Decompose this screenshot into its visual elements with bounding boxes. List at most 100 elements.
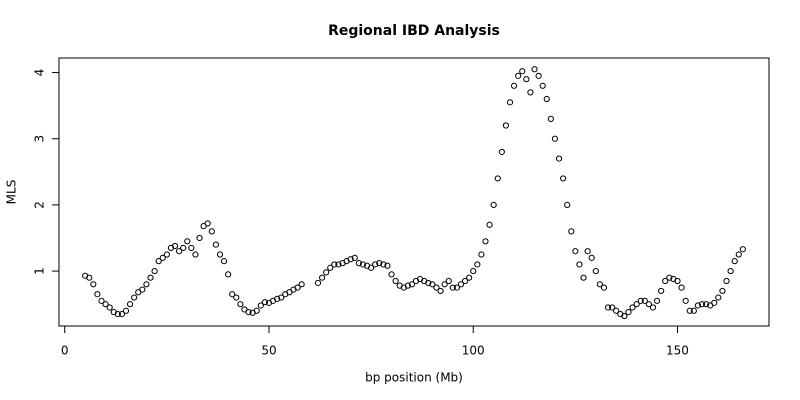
data-point [498, 148, 505, 156]
data-point [531, 66, 538, 73]
data-point [294, 284, 301, 291]
data-point [314, 279, 322, 287]
data-point [106, 304, 113, 311]
data-point [233, 294, 240, 301]
data-point [131, 294, 138, 301]
data-point [580, 274, 587, 281]
data-point [486, 221, 493, 228]
data-point [727, 267, 734, 275]
data-point [318, 274, 326, 281]
data-point [698, 301, 706, 308]
data-point [351, 254, 358, 261]
data-point [621, 312, 628, 320]
data-point [335, 261, 342, 268]
data-point [90, 281, 97, 288]
x-tick-label: 150 [666, 344, 689, 358]
data-point [208, 228, 215, 235]
data-point [323, 269, 330, 276]
data-point [429, 281, 436, 288]
data-point [327, 264, 334, 271]
data-point [592, 267, 599, 275]
data-point [408, 281, 416, 288]
data-point [604, 304, 612, 311]
data-point [433, 284, 440, 291]
data-point [519, 68, 526, 75]
data-point [163, 251, 170, 258]
data-point [731, 258, 738, 265]
data-point [388, 271, 395, 278]
data-point [347, 256, 354, 263]
data-point [739, 246, 746, 253]
data-point [188, 244, 195, 252]
data-point [122, 307, 130, 314]
data-point [555, 155, 563, 162]
data-point [662, 277, 669, 285]
data-point [278, 294, 285, 301]
data-point [384, 262, 391, 269]
data-point [94, 291, 101, 298]
data-point [490, 201, 497, 209]
data-point [237, 301, 244, 308]
data-point [711, 299, 718, 306]
data-point [461, 277, 469, 285]
data-point [686, 307, 693, 314]
data-point [216, 251, 224, 258]
data-point [690, 307, 697, 314]
data-point [682, 297, 689, 304]
data-point [482, 238, 489, 245]
data-point [588, 254, 595, 261]
data-point [196, 234, 203, 242]
data-point [510, 82, 518, 89]
data-point [653, 297, 661, 304]
data-point [359, 261, 367, 268]
data-point [437, 287, 444, 295]
x-tick-label: 50 [261, 344, 276, 358]
data-point [719, 287, 726, 295]
data-point [445, 277, 452, 285]
data-point [184, 238, 191, 245]
data-point [715, 294, 722, 301]
data-point [494, 175, 501, 182]
x-tick-label: 0 [61, 344, 69, 358]
data-point [568, 228, 575, 235]
data-point [666, 274, 673, 281]
data-point [723, 277, 730, 285]
data-point [678, 284, 685, 291]
data-point [392, 277, 399, 285]
data-point [576, 261, 583, 268]
data-point [425, 279, 432, 287]
y-tick-label: 1 [33, 267, 47, 275]
data-point [466, 274, 473, 281]
data-point [298, 281, 305, 288]
data-point [641, 297, 648, 304]
data-point [600, 284, 608, 291]
data-point [212, 241, 219, 248]
y-tick-label: 3 [33, 135, 47, 143]
data-point [457, 281, 465, 288]
data-point [694, 302, 702, 309]
data-point [147, 274, 154, 281]
data-point [539, 82, 546, 89]
data-point [560, 175, 567, 182]
data-point [331, 261, 338, 268]
data-point [180, 244, 187, 252]
data-point [176, 248, 183, 255]
data-point [658, 287, 665, 295]
data-point [192, 251, 199, 258]
data-point [220, 258, 228, 265]
data-point [453, 284, 460, 291]
data-point [245, 309, 252, 316]
data-point [613, 307, 620, 314]
data-point [584, 248, 591, 255]
data-point [470, 267, 477, 275]
y-axis-label: MLS [5, 180, 19, 205]
data-point [114, 310, 121, 318]
data-point [474, 261, 481, 268]
data-point [609, 304, 616, 311]
data-point [368, 264, 375, 271]
data-point [645, 301, 652, 308]
data-point [735, 251, 742, 258]
data-point [155, 258, 162, 265]
data-point [649, 304, 657, 311]
